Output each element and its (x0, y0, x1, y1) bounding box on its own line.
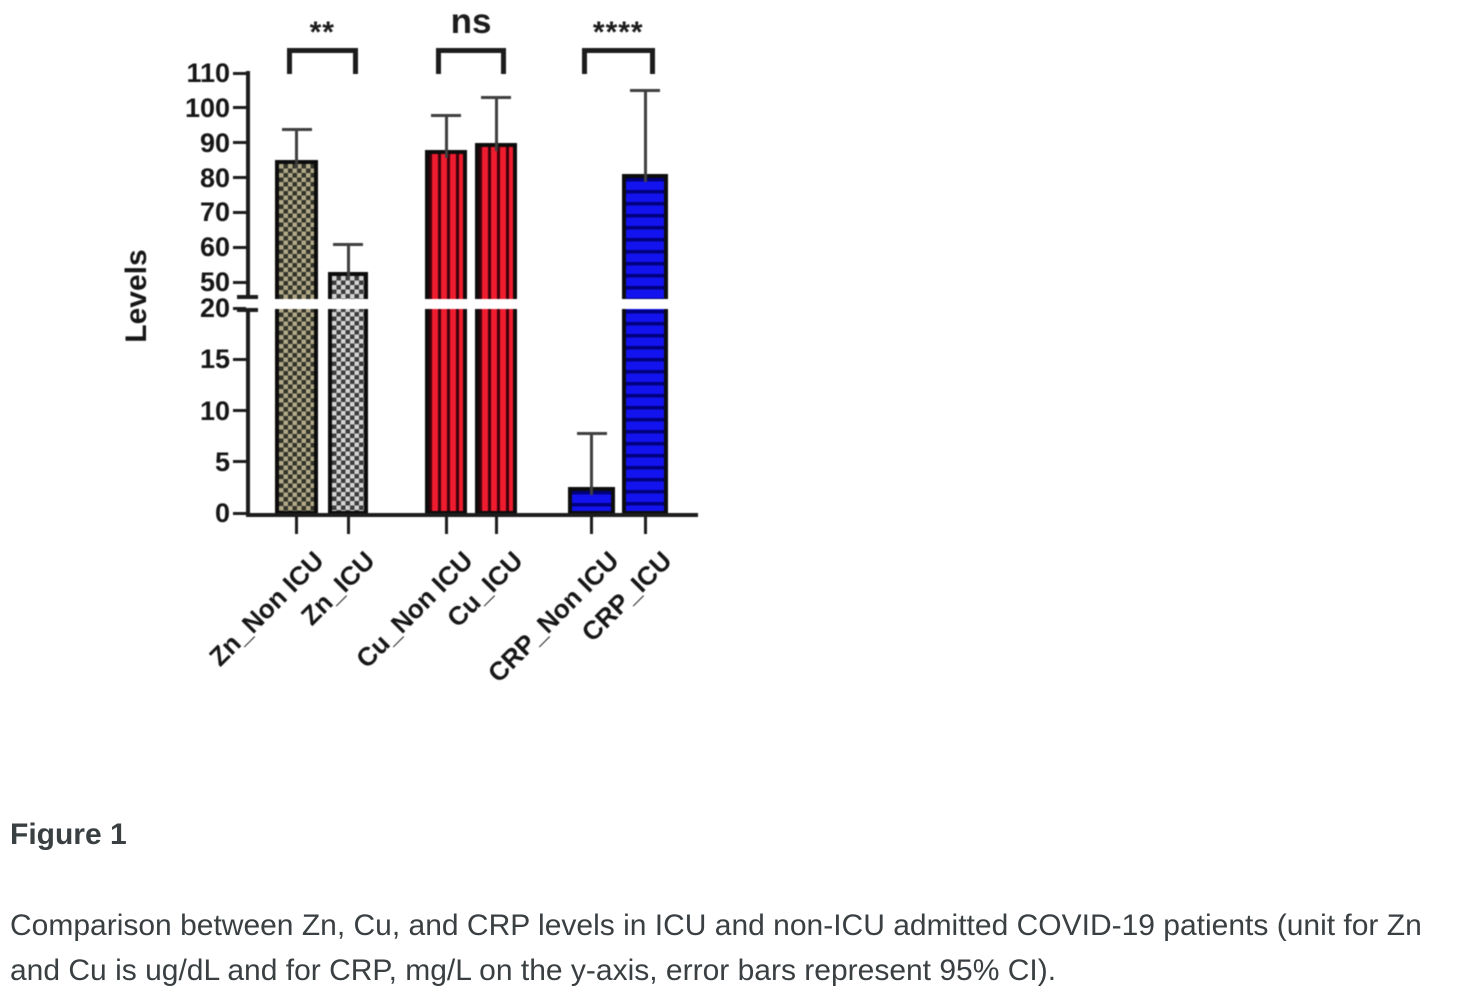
error-cap-zn-icu (333, 242, 363, 246)
y-tick-label: 20 (199, 293, 230, 323)
sig-bracket-2 (436, 48, 506, 53)
x-tick (444, 517, 448, 534)
y-tick-label: 110 (186, 58, 230, 88)
y-tick-label: 0 (214, 498, 230, 528)
sig-bracket-3 (581, 48, 655, 53)
y-tick (233, 210, 246, 214)
y-tick (233, 511, 246, 515)
bar-cu-non-icu (425, 149, 467, 515)
x-tick (494, 517, 498, 534)
bar-cu-icu (475, 142, 517, 515)
y-tick (233, 357, 246, 361)
error-bar-zn-non-icu (295, 128, 298, 169)
y-tick (233, 280, 246, 284)
y-axis-lower (246, 310, 250, 517)
error-cap-cu-non-icu (431, 113, 461, 117)
y-tick (233, 71, 246, 75)
error-bar-cu-non-icu (444, 114, 448, 158)
sig-label-2: ns (450, 2, 492, 41)
sig-bracket-1 (286, 48, 358, 53)
error-bar-zn-icu (346, 243, 350, 280)
figure-caption-line-2: and Cu is ug/dL and for CRP, mg/L on the… (10, 954, 1057, 987)
y-tick-label: 15 (199, 344, 230, 375)
error-bar-crp-non-icu (590, 433, 593, 496)
y-tick (233, 176, 246, 179)
error-bar-cu-icu (494, 97, 498, 151)
error-cap-cu-icu (481, 96, 511, 100)
figure-label: Figure 1 (10, 818, 127, 851)
y-axis-title: Levels (120, 249, 153, 343)
y-tick (233, 306, 246, 310)
y-tick-label: 90 (199, 127, 230, 158)
x-axis (246, 513, 698, 517)
sig-label-3: **** (592, 16, 644, 49)
x-tick (295, 517, 298, 534)
x-tick (590, 517, 593, 534)
sig-bracket-1-left-leg (286, 48, 292, 74)
y-tick-label: 50 (199, 267, 230, 297)
y-tick (233, 106, 246, 110)
bar-zn-non-icu (275, 160, 318, 515)
y-tick (233, 141, 246, 145)
figure-caption-line-1: Comparison between Zn, Cu, and CRP level… (10, 909, 1422, 942)
y-tick (233, 245, 246, 249)
y-tick (233, 460, 246, 464)
y-tick-label: 70 (199, 197, 230, 228)
y-tick (233, 409, 246, 412)
sig-bracket-2-right-leg (501, 48, 506, 74)
sig-bracket-3-left-leg (581, 48, 587, 74)
axis-break-gap (252, 299, 698, 309)
y-tick-label: 5 (214, 446, 230, 477)
sig-bracket-1-right-leg (353, 48, 358, 74)
sig-bracket-2-left-leg (436, 48, 441, 74)
error-cap-crp-non-icu (576, 432, 607, 436)
y-tick-label: 60 (199, 232, 230, 263)
error-bar-crp-icu (643, 90, 647, 182)
bar-zn-icu (328, 271, 368, 515)
y-tick-label: 100 (184, 92, 230, 123)
y-tick-label: 10 (199, 395, 230, 426)
sig-bracket-3-right-leg (650, 48, 655, 74)
sig-label-1: ** (309, 16, 335, 49)
axis-break-mark-upper (237, 295, 258, 299)
error-cap-zn-non-icu (281, 127, 312, 131)
error-cap-crp-icu (630, 89, 660, 93)
y-tick-label: 80 (199, 162, 230, 193)
figure-caption: Comparison between Zn, Cu, and CRP level… (10, 903, 1422, 993)
x-tick (346, 517, 350, 534)
y-axis-upper (246, 71, 250, 297)
axis-break-mark-lower (237, 308, 258, 312)
bar-crp-icu (622, 174, 668, 515)
x-tick (643, 517, 647, 534)
